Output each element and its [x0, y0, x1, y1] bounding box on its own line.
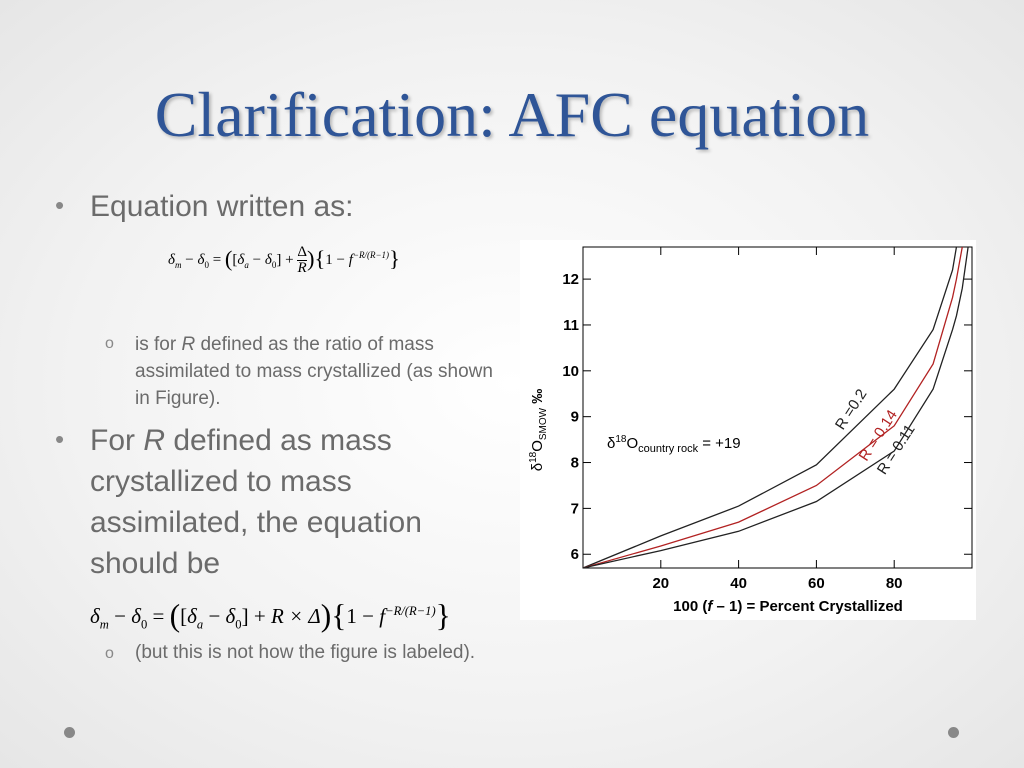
text: ‰ [529, 389, 546, 408]
sub-bullet-ring: o [105, 645, 114, 662]
eq-token: ] + [276, 251, 298, 268]
equation: δm − δ0 = ([δa − δ0] + Δ R){1 − f−R/(R−1)… [168, 245, 400, 276]
corner-dot [64, 727, 75, 738]
corner-dot [948, 727, 959, 738]
series-line [583, 247, 963, 568]
bullet: For R defined as mass crystallized to ma… [90, 420, 470, 584]
eq-token: 0 [235, 617, 242, 632]
bullet: Equation written as: [90, 190, 354, 223]
eq-token: δ [90, 604, 100, 629]
plot-frame [582, 246, 973, 569]
eq-token: δ [168, 251, 175, 268]
eq-token: ( [224, 246, 233, 272]
text: defined as the ratio of mass assimilated… [135, 334, 493, 409]
bullet-dot: • [55, 190, 65, 220]
eq-token: δ [225, 604, 236, 629]
y-tick-label: 7 [571, 500, 579, 517]
y-tick-label: 9 [571, 409, 579, 426]
eq-token: − [203, 604, 226, 629]
chart: 100 (f – 1) = Percent Crystallized δ18OS… [520, 240, 976, 620]
sub-bullet: (but this is not how the figure is label… [135, 642, 476, 663]
eq-token: a [244, 259, 249, 270]
eq-token: 1 − [346, 604, 380, 629]
text: 18 [528, 451, 539, 463]
x-axis-label: 100 (f – 1) = Percent Crystallized [673, 598, 903, 615]
eq-token: δ [131, 604, 141, 629]
text: 100 ( [673, 598, 707, 615]
eq-token: m [99, 617, 109, 632]
sub-bullet-ring: o [105, 335, 114, 352]
eq-token: f [348, 251, 353, 268]
text: – 1) = Percent Crystallized [712, 598, 903, 615]
x-tick-label: 60 [808, 575, 825, 592]
x-tick-label: 20 [652, 575, 669, 592]
annotation: δ18Ocountry rock = +19 [607, 434, 741, 455]
eq-token: } [435, 598, 451, 633]
text: O [626, 435, 638, 452]
chart-background [520, 240, 976, 620]
eq-token: 0 [140, 617, 148, 632]
text: is for [135, 334, 182, 355]
y-tick-label: 12 [562, 271, 579, 288]
eq-token: f [379, 604, 386, 629]
text: R [181, 334, 196, 355]
eq-token: δ [237, 251, 245, 268]
text: δ [529, 463, 546, 471]
eq-token: δ [187, 604, 197, 629]
eq-token: { [331, 598, 347, 633]
text: R [143, 424, 166, 457]
eq-token: } [389, 246, 400, 272]
text: country rock [638, 443, 698, 455]
y-axis-label: δ18OSMOW ‰ [528, 389, 549, 472]
y-tick-label: 10 [562, 363, 579, 380]
text: = +19 [698, 435, 741, 452]
eq-token: = [147, 604, 170, 629]
series-line [583, 247, 969, 568]
eq-token: 0 [204, 259, 209, 270]
eq-token: δ [264, 251, 272, 268]
sub-bullet: is for R defined as the ratio of mass as… [135, 331, 495, 412]
eq-token: ) [306, 246, 315, 272]
equation: δm − δ0 = ([δa − δ0] + R × Δ){1 − f−R/(R… [90, 598, 451, 634]
text: SMOW [538, 407, 549, 440]
eq-token: { [314, 246, 326, 272]
eq-token: = [208, 251, 225, 268]
y-tick-label: 8 [571, 455, 579, 472]
eq-token: R × Δ [270, 604, 321, 629]
x-tick-label: 40 [730, 575, 747, 592]
eq-token: − [108, 604, 132, 629]
eq-token: δ [197, 251, 205, 268]
eq-token: Δ [297, 244, 307, 261]
eq-token: [ [232, 251, 238, 268]
eq-token: [ [180, 604, 188, 629]
eq-token: 1 − [325, 251, 349, 268]
eq-token: m [174, 259, 182, 270]
y-tick-label: 6 [571, 546, 579, 563]
text: For [90, 424, 144, 457]
text: δ [607, 435, 615, 452]
eq-token: R [297, 260, 307, 276]
bullet-dot: • [55, 424, 65, 454]
text: 18 [615, 434, 627, 445]
eq-token: 0 [271, 259, 277, 270]
eq-token: −R/(R−1) [352, 249, 390, 260]
eq-token: − [181, 251, 198, 268]
series-line [583, 247, 958, 568]
text: defined as mass crystallized to mass ass… [90, 424, 422, 580]
x-tick-label: 80 [886, 575, 903, 592]
text: O [529, 440, 546, 452]
eq-token: − [248, 251, 265, 268]
eq-token: a [196, 617, 204, 632]
slide-title: Clarification: AFC equation [154, 79, 870, 150]
eq-token: ( [169, 598, 181, 633]
text: f [707, 598, 714, 615]
eq-token: ) [320, 598, 332, 633]
y-tick-label: 11 [563, 317, 579, 334]
eq-token: ] + [241, 604, 271, 629]
eq-token: −R/(R−1) [385, 604, 436, 619]
